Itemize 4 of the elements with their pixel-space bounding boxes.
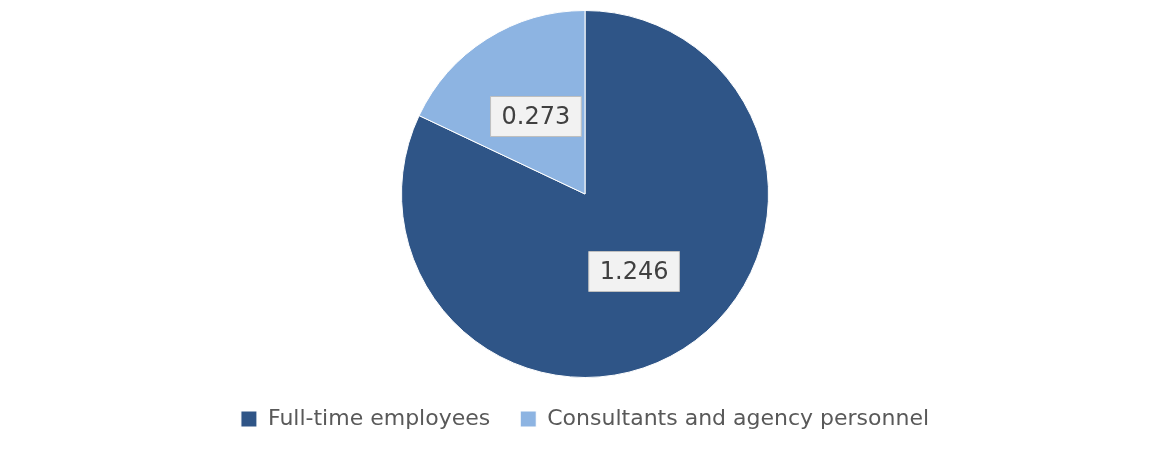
legend-label: Full-time employees bbox=[267, 404, 491, 430]
data-label: 1.246 bbox=[599, 256, 669, 285]
legend-label: Consultants and agency personnel bbox=[547, 404, 930, 430]
data-label: 0.273 bbox=[501, 101, 571, 130]
